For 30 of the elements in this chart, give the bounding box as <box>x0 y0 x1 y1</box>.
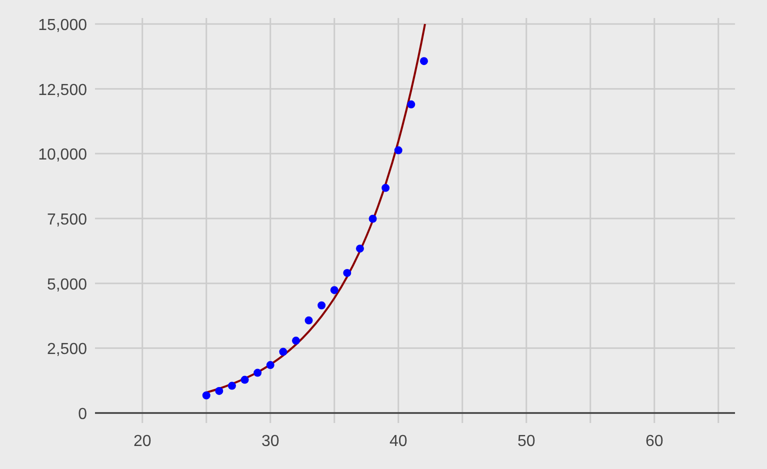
x-tick-label: 60 <box>645 433 664 450</box>
point <box>382 184 390 192</box>
point <box>304 316 313 324</box>
point <box>330 286 338 294</box>
y-tick-label: 5,000 <box>46 276 88 294</box>
y-tick-label: 7,500 <box>46 212 88 228</box>
x-tick-label: 20 <box>133 433 152 450</box>
point <box>356 244 364 253</box>
point <box>394 146 402 154</box>
y-tick-label: 12,500 <box>38 82 88 99</box>
point <box>292 336 300 345</box>
point <box>343 268 352 277</box>
x-tick-label: 50 <box>517 433 536 450</box>
y-tick-label: 2,500 <box>46 341 88 358</box>
point <box>202 391 210 400</box>
point <box>228 382 236 390</box>
x-tick-label: 40 <box>389 433 408 450</box>
point <box>254 368 262 377</box>
point <box>318 301 326 310</box>
y-tick-label: 10,000 <box>38 146 88 164</box>
x-tick-label: 30 <box>261 433 280 450</box>
point <box>407 100 416 108</box>
y-tick-label: 0 <box>78 406 88 423</box>
point <box>266 361 274 370</box>
point <box>279 348 288 356</box>
point <box>240 376 249 384</box>
point <box>420 57 428 66</box>
point <box>368 214 377 223</box>
y-tick-label: 15,000 <box>38 17 88 34</box>
point <box>215 386 224 395</box>
